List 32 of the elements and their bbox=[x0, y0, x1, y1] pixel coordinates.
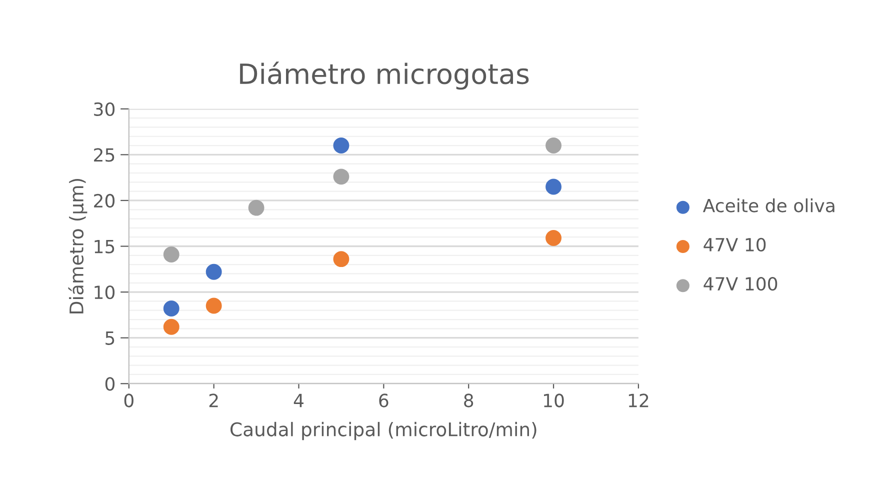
x-tick-label: 6 bbox=[379, 394, 388, 408]
x-tick-label: 10 bbox=[544, 394, 564, 408]
x-tick-label: 12 bbox=[628, 394, 648, 408]
chart-title: Diámetro microgotas bbox=[240, 62, 529, 90]
point bbox=[546, 178, 562, 195]
point bbox=[546, 138, 562, 154]
point bbox=[163, 318, 180, 335]
x-tick-label: 0 bbox=[124, 394, 134, 408]
y-tick-label: 30 bbox=[94, 102, 115, 116]
y-tick-label: 20 bbox=[94, 194, 115, 208]
y-tick-label: 10 bbox=[94, 286, 115, 300]
point bbox=[333, 168, 350, 185]
y-tick-label: 15 bbox=[94, 240, 114, 254]
x-axis-title: Caudal principal (microLitro/min) bbox=[230, 422, 536, 440]
x-tick-label: 8 bbox=[464, 394, 474, 408]
y-tick-label: 0 bbox=[105, 377, 115, 391]
y-tick-label: 25 bbox=[94, 148, 114, 162]
x-tick-label: 2 bbox=[209, 394, 218, 408]
point bbox=[206, 264, 222, 280]
legend-label: 47V 100 bbox=[704, 276, 778, 291]
point bbox=[206, 298, 222, 314]
point bbox=[163, 246, 180, 262]
x-tick-label: 4 bbox=[294, 394, 304, 408]
point bbox=[333, 138, 350, 154]
point bbox=[333, 251, 350, 268]
point bbox=[163, 300, 180, 317]
point bbox=[546, 230, 562, 246]
y-tick-label: 5 bbox=[106, 332, 114, 345]
legend-label: 47V 10 bbox=[704, 238, 766, 252]
y-axis-title: Diámetro (µm) bbox=[68, 178, 88, 314]
legend-label: Aceite de oliva bbox=[702, 198, 834, 212]
point bbox=[248, 200, 264, 216]
